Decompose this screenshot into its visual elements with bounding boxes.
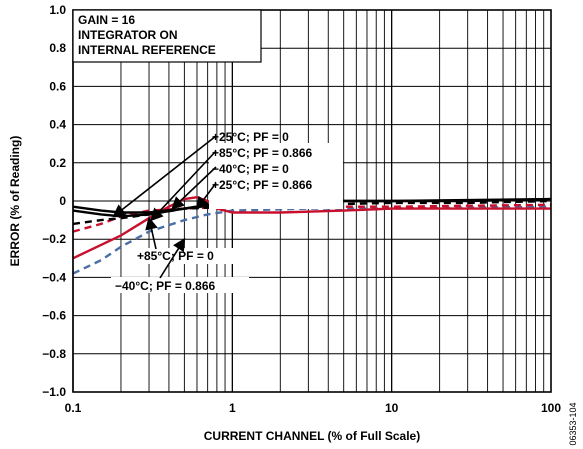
callout-label: −40°C; PF = 0.866 — [115, 279, 216, 293]
callout-label: +25°C; PF = 0 — [212, 130, 289, 144]
callout-label: +25°C; PF = 0.866 — [212, 178, 313, 192]
plot-frame — [72, 9, 552, 393]
callouts-group: +25°C; PF = 0 +85°C; PF = 0.866 −40°C; PF … — [111, 130, 343, 293]
y-tick-label: 0.4 — [49, 118, 66, 132]
callout-label: +85°C; PF = 0.866 — [212, 146, 313, 160]
conditions-line-1: GAIN = 16 — [78, 13, 135, 27]
callout-arrow — [196, 182, 217, 210]
x-axis-title: CURRENT CHANNEL (% of Full Scale) — [204, 429, 420, 443]
callout-arrow — [150, 150, 217, 222]
y-tick-label: −0.8 — [42, 347, 66, 361]
callout-label: −40°C; PF = 0 — [212, 162, 289, 176]
callout-label: +85°C; PF = 0 — [137, 249, 214, 263]
callout-box — [111, 277, 249, 293]
y-tick-label: −0.2 — [42, 232, 66, 246]
y-tick-label: −0.6 — [42, 309, 66, 323]
callout-arrow — [159, 237, 186, 279]
y-tick-label: 0 — [59, 194, 66, 208]
callout-arrow — [145, 216, 158, 250]
x-tick-label: 0.1 — [65, 401, 82, 415]
conditions-line-3: INTERNAL REFERENCE — [78, 43, 216, 57]
callout-arrow — [112, 135, 217, 218]
series-line-40-c-pf-0-866 — [72, 205, 552, 275]
figure-id: 06353-104 — [568, 402, 578, 445]
x-tick-label: 1 — [229, 401, 236, 415]
x-tick-label: 100 — [541, 401, 561, 415]
conditions-box — [72, 9, 262, 63]
y-tick-label: −0.4 — [42, 270, 66, 284]
callout-box — [209, 143, 343, 209]
y-tick-label: 0.8 — [49, 41, 66, 55]
x-tick-label: 10 — [385, 401, 399, 415]
callout-box — [133, 248, 265, 264]
callout-arrow — [171, 166, 217, 210]
y-tick-label: 0.2 — [49, 156, 66, 170]
y-axis-title: ERROR (% of Reading) — [8, 136, 22, 267]
ticks-group: 0.1 1 10 100 −1.0 −0.8 −0.6 −0.4 −0.2 0 0.2 0.4 0.6 0… — [42, 3, 561, 415]
y-tick-label: 0.6 — [49, 79, 66, 93]
y-tick-label: −1.0 — [42, 385, 66, 399]
conditions-line-2: INTEGRATOR ON — [78, 28, 178, 42]
y-tick-label: 1.0 — [49, 3, 66, 17]
